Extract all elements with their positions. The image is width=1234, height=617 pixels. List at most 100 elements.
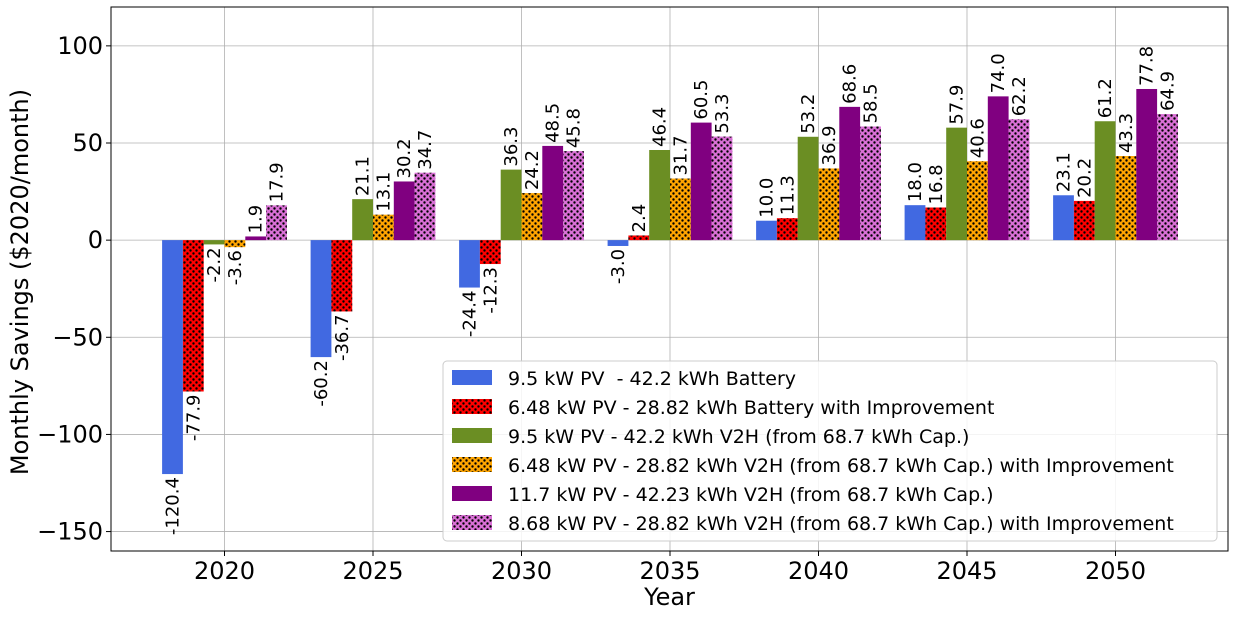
bar	[649, 149, 670, 241]
x-tick-label: 2035	[639, 557, 700, 585]
bar-hatch	[967, 161, 988, 241]
bar-hatch	[331, 240, 353, 312]
data-label: 16.8	[926, 164, 947, 204]
data-label: 61.2	[1095, 78, 1116, 118]
data-label: 68.6	[840, 64, 861, 104]
data-label: 21.1	[353, 156, 374, 196]
legend-label: 11.7 kW PV - 42.23 kWh V2H (from 68.7 kW…	[508, 484, 994, 506]
legend-swatch	[452, 428, 492, 443]
bar	[1094, 121, 1116, 241]
data-label: -77.9	[183, 394, 204, 441]
bar-hatch	[224, 240, 246, 248]
data-label: 31.7	[670, 135, 691, 175]
data-label: 36.3	[501, 127, 522, 167]
data-label: 40.6	[967, 118, 988, 158]
legend-swatch	[452, 486, 492, 501]
legend-label: 9.5 kW PV - 42.2 kWh V2H (from 68.7 kWh …	[508, 426, 969, 448]
bar	[162, 240, 183, 475]
bars-layer	[162, 88, 1178, 475]
bar	[500, 169, 522, 241]
bar	[690, 122, 712, 241]
data-label: 23.1	[1054, 152, 1075, 192]
data-label: 10.0	[757, 178, 778, 218]
legend-swatch-hatch	[452, 515, 492, 530]
y-tick-label: 50	[72, 129, 103, 157]
bar	[352, 199, 373, 241]
legend-label: 9.5 kW PV - 42.2 kWh Battery	[508, 368, 796, 390]
data-label: 53.3	[712, 94, 733, 134]
bar	[946, 127, 967, 241]
bar	[1136, 88, 1158, 241]
legend: 9.5 kW PV - 42.2 kWh Battery 6.48 kW PV -…	[442, 360, 1218, 542]
data-label: 74.0	[988, 53, 1009, 93]
bar	[607, 240, 629, 246]
bar-hatch	[1008, 119, 1030, 241]
y-tick-label: 100	[57, 32, 103, 60]
bar	[797, 136, 819, 241]
bar-hatch	[521, 193, 543, 241]
data-label: -36.7	[332, 314, 353, 361]
bar	[542, 145, 564, 241]
bar	[459, 240, 480, 288]
bar-hatch	[1115, 156, 1137, 241]
bar-hatch	[266, 205, 287, 241]
data-label: -120.4	[163, 477, 184, 535]
data-label: 48.5	[543, 103, 564, 143]
data-label: 57.9	[947, 85, 968, 125]
legend-swatch-hatch	[452, 399, 492, 414]
x-axis-title: Year	[643, 583, 695, 611]
x-tick-label: 2040	[788, 557, 849, 585]
data-label: 64.9	[1158, 71, 1179, 111]
data-label: -12.3	[480, 267, 501, 314]
data-label: 11.3	[777, 175, 798, 215]
x-tick-label: 2045	[936, 557, 997, 585]
x-tick-label: 2025	[342, 557, 403, 585]
data-label: 1.9	[246, 205, 267, 234]
data-label: 17.9	[267, 162, 288, 202]
y-tick-label: −150	[37, 518, 103, 546]
data-label: 30.2	[394, 138, 415, 178]
bar-hatch	[182, 240, 204, 392]
bar-hatch	[818, 168, 840, 241]
data-label: 13.1	[373, 172, 394, 212]
bar	[904, 205, 926, 241]
data-label: -2.2	[204, 247, 225, 282]
x-tick-label: 2020	[194, 557, 255, 585]
legend-swatch-hatch	[452, 457, 492, 472]
data-label: 34.7	[415, 130, 436, 170]
bar-hatch	[414, 172, 436, 241]
bar-hatch	[776, 218, 798, 241]
y-axis-title: Monthly Savings ($2020/month)	[6, 89, 34, 475]
bar-hatch	[479, 240, 501, 265]
data-label: 60.5	[691, 80, 712, 120]
bar	[245, 236, 267, 241]
data-label: 24.2	[522, 150, 543, 190]
data-label: 46.4	[650, 107, 671, 147]
data-label: 62.2	[1009, 76, 1030, 116]
axis-layer: −150 −100 −50 0 50 100 2020 2025 2030 2035 2040 204…	[37, 32, 1146, 585]
bar	[393, 181, 415, 241]
bar	[839, 106, 861, 241]
data-label: -3.6	[225, 250, 246, 285]
y-tick-label: −50	[52, 323, 103, 351]
data-labels-layer: -120.4 -60.2 -24.4 -3.0 10.0 18.0 23.1 -77.9 -36…	[163, 46, 1179, 535]
legend-box	[442, 360, 1218, 542]
bar	[756, 220, 777, 241]
y-tick-label: 0	[88, 226, 103, 254]
bar-hatch	[1073, 200, 1095, 241]
bar-hatch	[563, 151, 584, 241]
data-label: 45.8	[564, 108, 585, 148]
legend-label: 6.48 kW PV - 28.82 kWh Battery with Impr…	[508, 397, 994, 419]
bar	[310, 240, 332, 358]
data-label: 20.2	[1074, 158, 1095, 198]
data-label: 36.9	[819, 125, 840, 165]
data-label: 43.3	[1116, 113, 1137, 153]
bar	[987, 96, 1009, 241]
bar-hatch	[1157, 114, 1178, 241]
data-label: -3.0	[608, 249, 629, 284]
bar-hatch	[925, 207, 947, 241]
x-tick-label: 2050	[1085, 557, 1146, 585]
data-label: -24.4	[460, 291, 481, 338]
y-tick-label: −100	[37, 420, 103, 448]
